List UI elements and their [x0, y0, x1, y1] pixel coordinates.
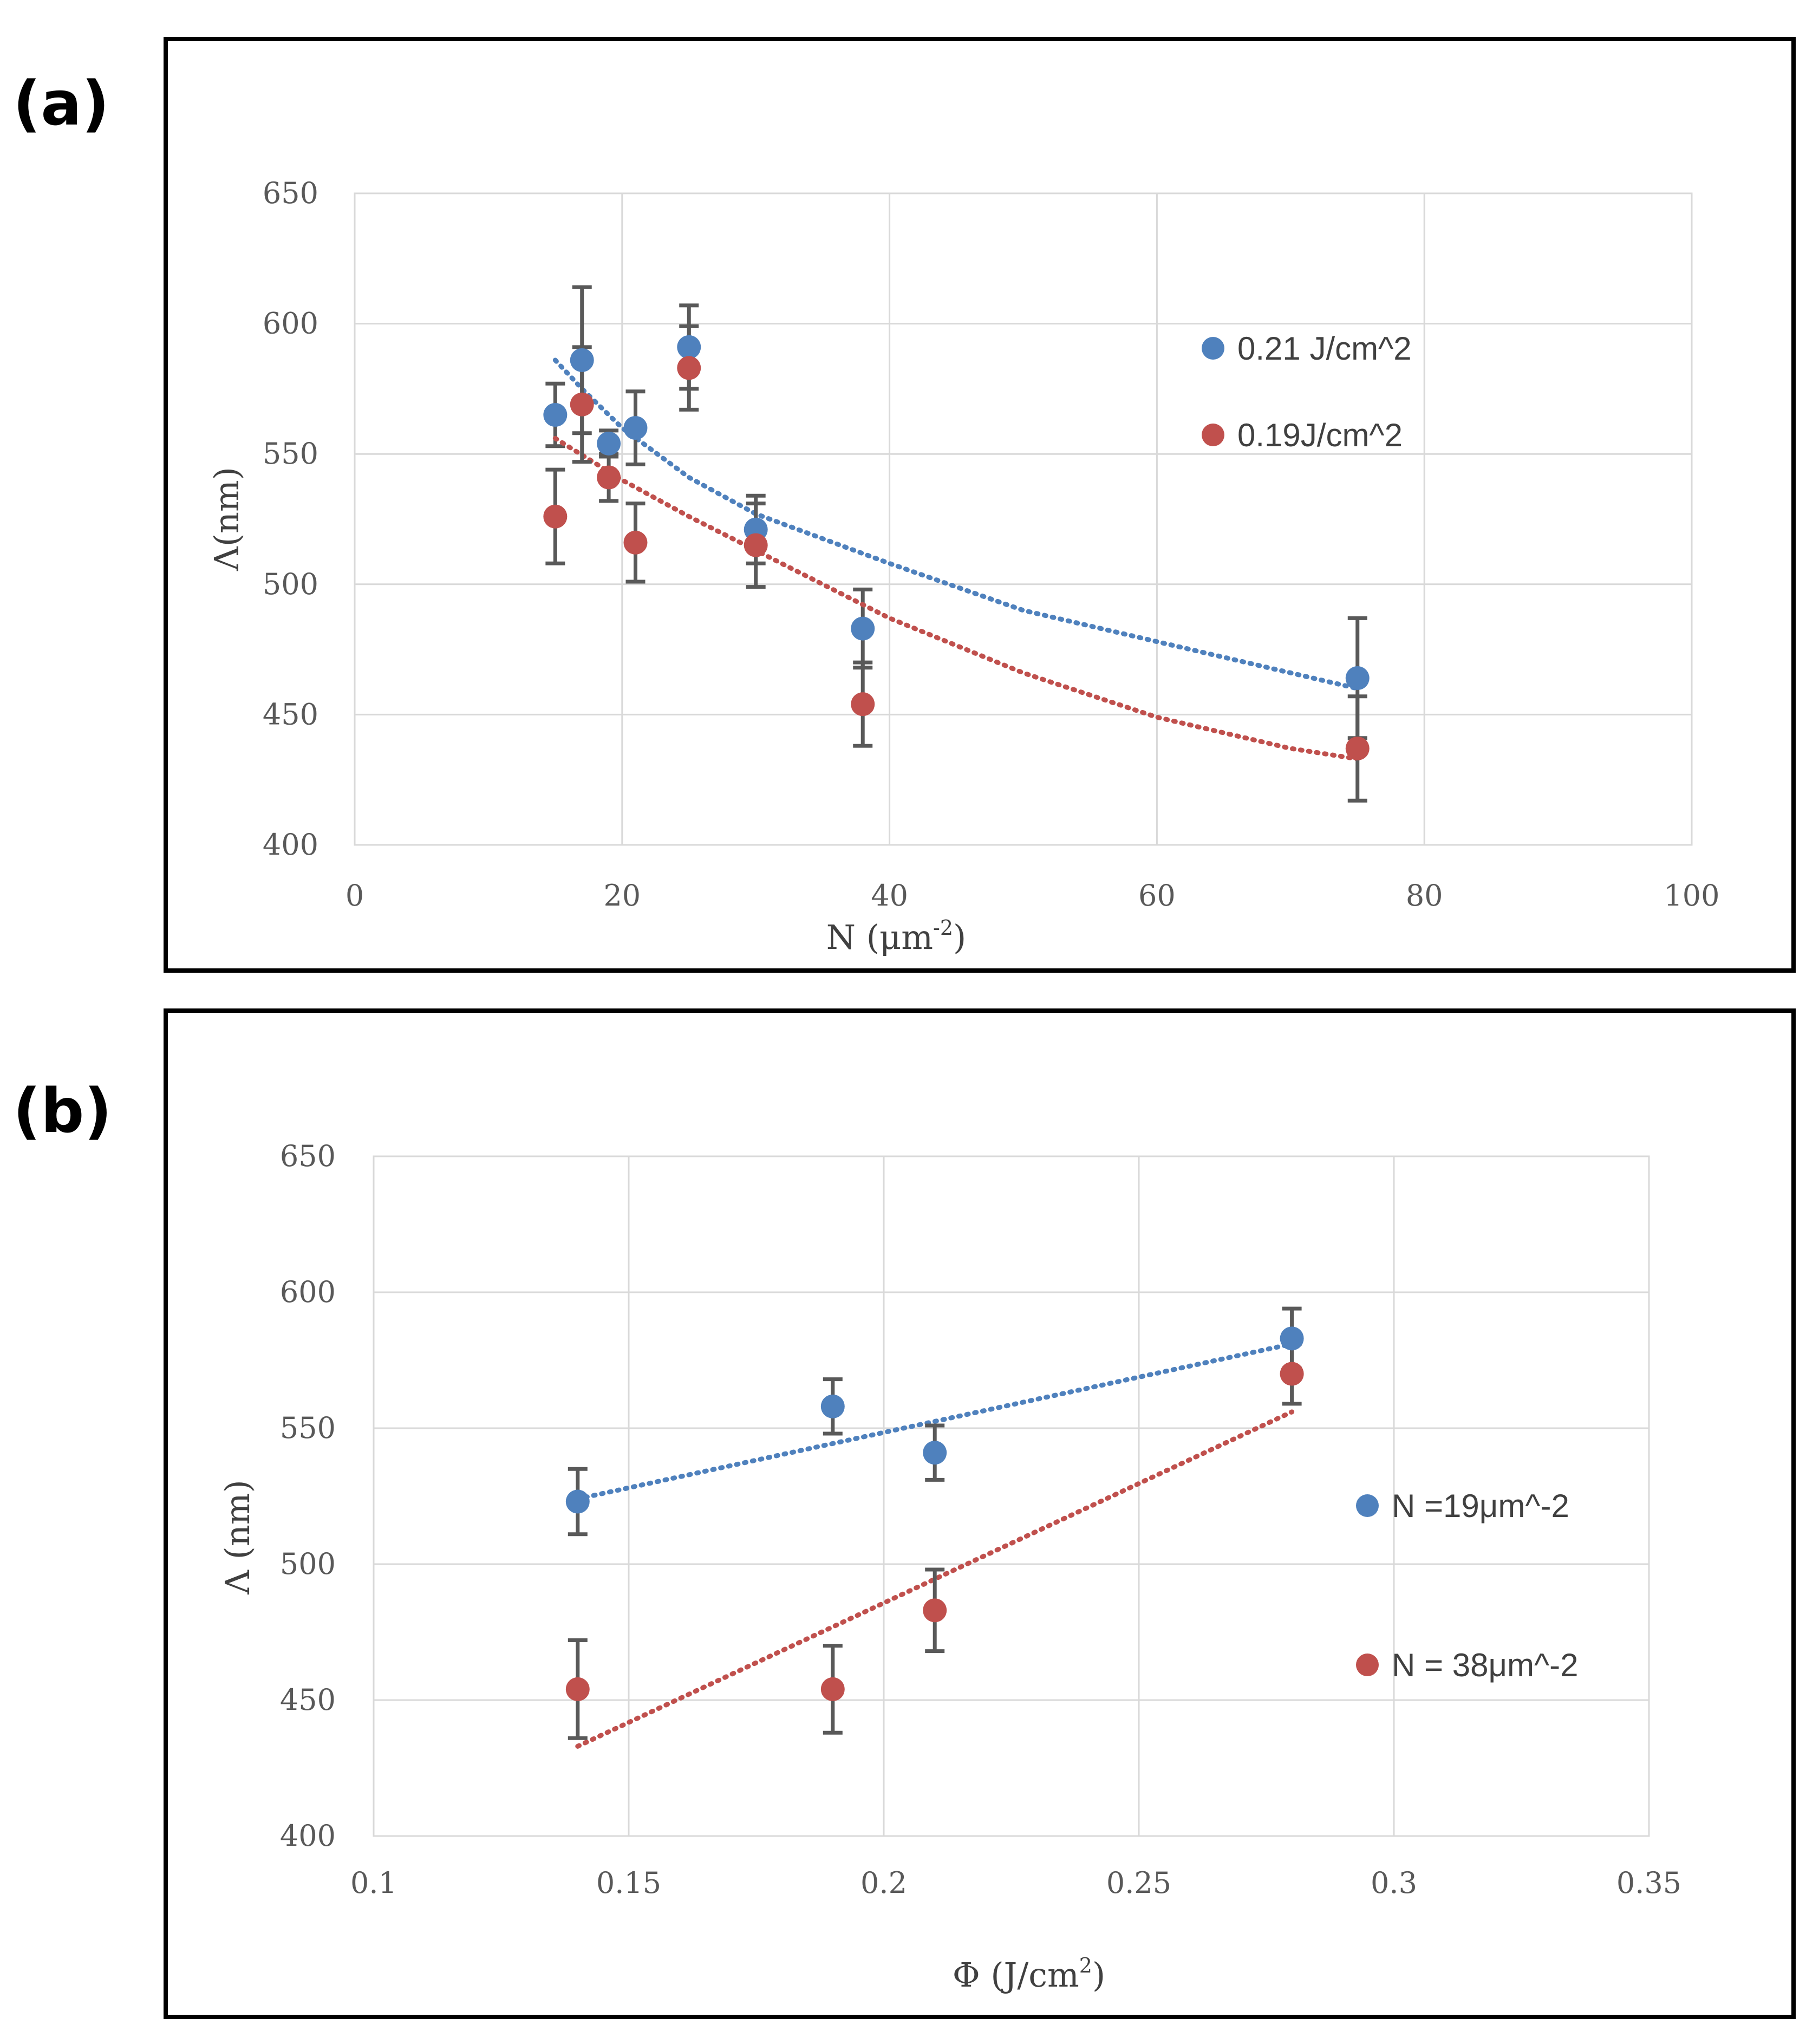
trendline-red-b — [575, 1409, 1295, 1749]
y-tick-label-a: 400 — [263, 828, 318, 862]
trendline-blue-b — [575, 1341, 1295, 1502]
data-point-blue-a — [1345, 666, 1370, 691]
x-axis-title-b-end: ) — [1092, 1955, 1105, 1995]
legend-marker-blue-a — [1202, 337, 1224, 360]
x-axis-title-a: N (μm-2) — [826, 916, 966, 957]
data-point-red-a — [851, 692, 875, 717]
x-axis-title-b-sup: 2 — [1079, 1954, 1092, 1977]
y-tick-label-a: 500 — [263, 567, 318, 601]
legend-marker-red-b — [1356, 1654, 1379, 1676]
data-point-blue-a — [677, 335, 701, 359]
chart-b: 0.1 0.15 0.2 0.25 0.3 0.35 400 450 500 550 600 650 N… — [280, 1139, 1681, 1900]
y-tick-label-a: 450 — [263, 697, 318, 731]
y-tick-label-a: 550 — [263, 437, 318, 471]
plot-area-a — [354, 192, 1693, 846]
data-point-blue-a — [597, 431, 621, 455]
y-tick-label-b: 500 — [280, 1547, 336, 1581]
x-tick-label-b: 0.15 — [596, 1866, 661, 1900]
data-point-red-a — [1345, 736, 1370, 760]
legend-label-red-a: 0.19J/cm^2 — [1237, 417, 1403, 453]
panel-a-frame — [164, 37, 1796, 973]
data-point-red-a — [677, 356, 701, 380]
legend-marker-blue-b — [1356, 1494, 1379, 1517]
data-point-red-a — [543, 504, 568, 529]
legend-marker-red-a — [1202, 424, 1224, 446]
x-tick-label-b: 0.3 — [1371, 1866, 1417, 1900]
y-axis-title-b: Λ (nm) — [218, 1480, 257, 1595]
y-tick-label-b: 600 — [280, 1275, 336, 1309]
x-tick-label-a: 80 — [1406, 878, 1443, 913]
x-axis-title-a-end: ) — [953, 917, 966, 957]
x-tick-label-a: 20 — [603, 878, 641, 913]
legend-label-blue-a: 0.21 J/cm^2 — [1237, 330, 1412, 367]
data-point-red-a — [570, 392, 594, 416]
y-tick-label-b: 550 — [280, 1411, 336, 1445]
x-axis-title-b: Φ (J/cm2) — [953, 1954, 1105, 1995]
x-tick-label-a: 0 — [345, 878, 364, 913]
chart-a: 0 20 40 60 80 100 400 450 500 550 600 650 0.21 J/cm^… — [263, 176, 1720, 913]
panel-b-label: (b) — [13, 1076, 112, 1147]
data-point-red-a — [597, 465, 621, 490]
panel-a-label: (a) — [13, 69, 109, 139]
panel-b-frame — [164, 1008, 1796, 2019]
plot-area-b — [373, 1155, 1650, 1837]
data-point-blue-a — [570, 348, 594, 372]
data-point-red-b — [923, 1598, 947, 1623]
x-tick-label-b: 0.35 — [1616, 1866, 1681, 1900]
x-tick-label-a: 100 — [1664, 878, 1719, 913]
x-tick-label-a: 40 — [871, 878, 908, 913]
data-point-red-b — [820, 1677, 845, 1701]
x-axis-title-b-main: Φ (J/cm — [953, 1955, 1079, 1995]
legend-label-blue-b: N =19μm^-2 — [1392, 1488, 1569, 1524]
trendline-red-a — [552, 435, 1360, 761]
panel-a: (a) 0 20 40 60 80 100 400 450 500 550 600 650 0.21 J… — [13, 37, 1796, 973]
y-tick-label-b: 650 — [280, 1139, 336, 1173]
x-axis-title-a-main: N (μm — [826, 917, 933, 957]
y-tick-label-a: 600 — [263, 307, 318, 341]
data-point-blue-a — [623, 416, 648, 440]
data-point-red-a — [744, 533, 768, 557]
y-tick-label-b: 450 — [280, 1683, 336, 1717]
x-axis-title-a-sup: -2 — [933, 916, 953, 940]
data-point-blue-b — [1280, 1326, 1304, 1351]
x-tick-label-b: 0.1 — [350, 1866, 397, 1900]
y-tick-label-a: 650 — [263, 176, 318, 210]
legend-label-red-b: N = 38μm^-2 — [1392, 1647, 1579, 1683]
data-point-blue-a — [851, 616, 875, 641]
panel-b: (b) 0.1 0.15 0.2 0.25 0.3 0.35 400 450 500 550 600… — [13, 1008, 1796, 2019]
data-point-blue-b — [923, 1441, 947, 1465]
data-point-red-b — [565, 1677, 590, 1701]
x-tick-label-a: 60 — [1138, 878, 1176, 913]
data-point-red-a — [623, 530, 648, 555]
data-point-blue-b — [820, 1394, 845, 1418]
data-point-red-b — [1280, 1362, 1304, 1386]
data-point-blue-b — [565, 1489, 590, 1514]
trendline-blue-a — [552, 357, 1360, 691]
data-point-blue-a — [543, 403, 568, 427]
x-tick-label-b: 0.25 — [1106, 1866, 1171, 1900]
x-tick-label-b: 0.2 — [860, 1866, 907, 1900]
y-tick-label-b: 400 — [280, 1819, 336, 1853]
y-axis-title-a: Λ(nm) — [207, 467, 246, 571]
